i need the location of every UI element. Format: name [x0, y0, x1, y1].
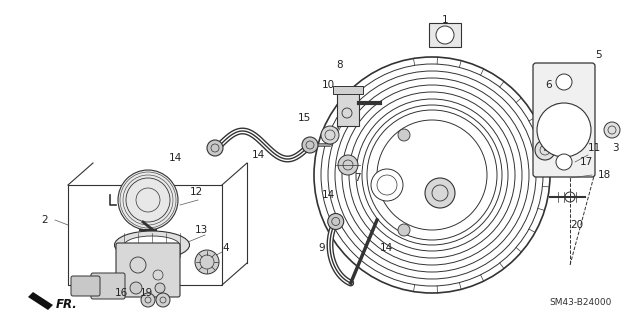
Circle shape	[556, 154, 572, 170]
Ellipse shape	[125, 236, 179, 254]
Ellipse shape	[115, 231, 189, 259]
Circle shape	[425, 178, 455, 208]
Circle shape	[141, 293, 155, 307]
Circle shape	[560, 135, 570, 145]
Circle shape	[398, 224, 410, 236]
Text: 4: 4	[222, 243, 228, 253]
Circle shape	[321, 126, 339, 144]
Circle shape	[155, 283, 165, 293]
Text: 10: 10	[322, 80, 335, 90]
Text: 17: 17	[580, 157, 593, 167]
Circle shape	[328, 213, 344, 229]
Bar	[333, 86, 363, 94]
Circle shape	[195, 250, 219, 274]
Circle shape	[338, 155, 358, 175]
FancyBboxPatch shape	[533, 63, 595, 177]
Text: SM43-B24000: SM43-B24000	[550, 298, 612, 307]
Text: 8: 8	[337, 60, 343, 70]
Circle shape	[556, 74, 572, 90]
Text: 13: 13	[195, 225, 208, 235]
FancyBboxPatch shape	[71, 276, 100, 296]
Circle shape	[371, 169, 403, 201]
Circle shape	[398, 129, 410, 141]
Circle shape	[552, 104, 564, 116]
Text: 14: 14	[380, 243, 393, 253]
Circle shape	[118, 170, 178, 230]
Text: 19: 19	[140, 288, 153, 298]
Circle shape	[555, 113, 569, 127]
Text: 5: 5	[595, 50, 602, 60]
Text: 12: 12	[190, 187, 204, 197]
Text: 16: 16	[115, 288, 128, 298]
Circle shape	[535, 140, 555, 160]
Circle shape	[207, 140, 223, 156]
Text: FR.: FR.	[56, 298, 77, 310]
Text: 3: 3	[612, 143, 619, 153]
Text: 14: 14	[168, 153, 182, 163]
Circle shape	[156, 293, 170, 307]
Circle shape	[604, 122, 620, 138]
Text: 11: 11	[588, 143, 601, 153]
Bar	[429, 23, 461, 47]
Circle shape	[537, 103, 591, 157]
Polygon shape	[28, 292, 53, 310]
FancyBboxPatch shape	[116, 243, 180, 297]
Text: 1: 1	[442, 15, 448, 25]
Text: 15: 15	[298, 113, 311, 123]
Bar	[337, 90, 359, 126]
Text: 6: 6	[545, 80, 552, 90]
Text: 14: 14	[322, 190, 335, 200]
Circle shape	[302, 137, 318, 153]
Circle shape	[130, 282, 142, 294]
Text: 9: 9	[318, 243, 324, 253]
Text: 2: 2	[42, 215, 48, 225]
Text: 7: 7	[354, 173, 360, 183]
Text: 14: 14	[252, 150, 264, 160]
Circle shape	[567, 130, 577, 140]
Circle shape	[436, 26, 454, 44]
Text: 20: 20	[570, 220, 583, 230]
Text: 18: 18	[598, 170, 611, 180]
FancyBboxPatch shape	[91, 273, 125, 299]
